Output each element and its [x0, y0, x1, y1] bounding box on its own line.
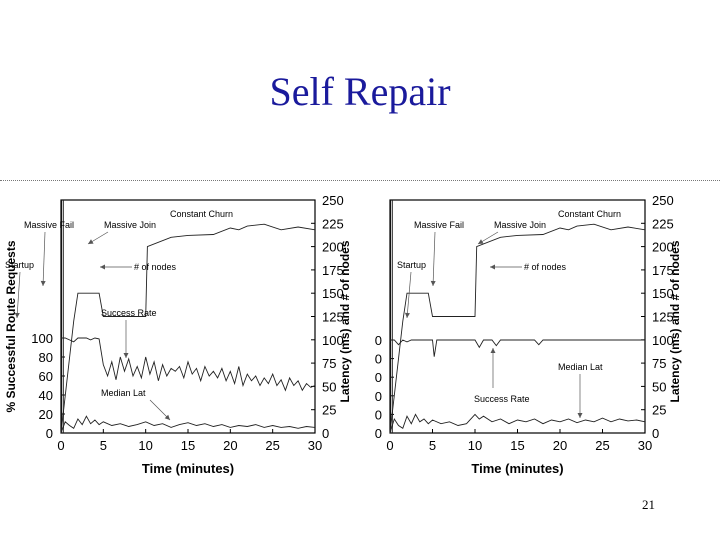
right-axis-label: Latency (ms) and # of nodes — [338, 240, 352, 402]
left-tick-label: 20 — [39, 407, 53, 422]
annotation-of-nodes: # of nodes — [134, 262, 177, 272]
left-tick-label: 40 — [39, 388, 53, 403]
right-tick-label: 50 — [322, 379, 336, 394]
right-tick-label: 225 — [652, 216, 674, 231]
x-tick-label: 0 — [386, 438, 393, 453]
right-tick-label: 25 — [652, 403, 666, 418]
annotation-success-rate-arrowhead — [490, 348, 496, 353]
right-tick-label: 175 — [652, 263, 674, 278]
right-tick-label: 200 — [322, 240, 344, 255]
annotation-startup: Startup — [397, 260, 426, 270]
x-tick-label: 25 — [265, 438, 279, 453]
x-axis-label: Time (minutes) — [142, 461, 234, 476]
of-nodes-series-line — [389, 223, 646, 434]
of-nodes-series-line — [60, 223, 316, 434]
x-tick-label: 15 — [181, 438, 195, 453]
median-lat-series-line — [60, 415, 316, 434]
slide-title: Self Repair — [269, 69, 451, 114]
annotation-massive-fail-arrow — [432, 231, 436, 287]
annotation-massive-join-arrowhead — [478, 239, 484, 244]
left-chart: 0 5 10 15 20 25 300255075100125150175200225250… — [4, 193, 352, 476]
right-tick-label: 150 — [322, 286, 344, 301]
x-tick-label: 10 — [468, 438, 482, 453]
annotation-startup: Startup — [5, 260, 34, 270]
right-chart: 0 5 10 15 20 25 300255075100125150175200225250… — [375, 193, 682, 476]
annotation-startup-arrowhead — [404, 312, 410, 318]
x-tick-label: 30 — [638, 438, 652, 453]
x-axis-label: Time (minutes) — [471, 461, 563, 476]
right-tick-label: 75 — [322, 356, 336, 371]
annotation-massive-join-arrowhead — [88, 239, 94, 244]
x-tick-label: 25 — [595, 438, 609, 453]
x-tick-label: 5 — [100, 438, 107, 453]
right-tick-label: 100 — [322, 333, 344, 348]
annotation-massive-fail-arrow — [42, 231, 46, 287]
title-divider — [0, 180, 720, 181]
page-number: 21 — [642, 497, 655, 512]
left-tick-label: 80 — [39, 350, 53, 365]
right-tick-label: 250 — [652, 193, 674, 208]
right-tick-label: 250 — [322, 193, 344, 208]
right-tick-label: 125 — [322, 310, 344, 325]
left-tick-label: 0 — [375, 407, 382, 422]
right-tick-label: 75 — [652, 356, 666, 371]
right-tick-label: 100 — [652, 333, 674, 348]
annotation-massive-join: Massive Join — [104, 220, 156, 230]
right-tick-label: 0 — [652, 426, 659, 441]
annotation-success-rate: Success Rate — [474, 394, 530, 404]
x-tick-label: 20 — [553, 438, 567, 453]
x-tick-label: 10 — [138, 438, 152, 453]
annotation-median-lat-arrowhead — [577, 413, 583, 418]
right-tick-label: 125 — [652, 310, 674, 325]
x-tick-label: 30 — [308, 438, 322, 453]
annotation-of-nodes: # of nodes — [524, 262, 567, 272]
right-axis-label: Latency (ms) and # of nodes — [668, 240, 682, 402]
annotation-massive-fail: Massive Fail — [24, 220, 74, 230]
annotation-massive-fail-arrowhead — [430, 280, 436, 286]
left-axis-label: % Successful Route Requests — [4, 240, 18, 412]
annotation-median-lat: Median Lat — [558, 362, 603, 372]
annotation-massive-fail: Massive Fail — [414, 220, 464, 230]
left-tick-label: 0 — [46, 426, 53, 441]
median-lat-series-line — [389, 413, 646, 434]
right-tick-label: 0 — [322, 426, 329, 441]
success-rate-series-line — [390, 339, 645, 357]
annotation-startup-arrow — [406, 271, 412, 319]
left-tick-label: 0 — [375, 333, 382, 348]
x-tick-label: 20 — [223, 438, 237, 453]
annotation-success-rate: Success Rate — [101, 308, 157, 318]
left-tick-label: 60 — [39, 369, 53, 384]
x-tick-label: 5 — [429, 438, 436, 453]
annotation-of-nodes-arrowhead — [100, 264, 105, 270]
right-tick-label: 225 — [322, 216, 344, 231]
left-tick-label: 0 — [375, 352, 382, 367]
right-tick-label: 175 — [322, 263, 344, 278]
left-tick-label: 0 — [375, 389, 382, 404]
annotation-success-rate-arrowhead — [123, 353, 129, 358]
right-tick-label: 50 — [652, 379, 666, 394]
right-tick-label: 200 — [652, 240, 674, 255]
annotation-massive-fail-arrowhead — [40, 280, 46, 286]
right-tick-label: 150 — [652, 286, 674, 301]
annotation-constant-churn: Constant Churn — [170, 209, 233, 219]
x-tick-label: 15 — [510, 438, 524, 453]
right-tick-label: 25 — [322, 403, 336, 418]
annotation-startup-arrowhead — [14, 312, 20, 318]
annotation-startup-arrow — [16, 271, 21, 319]
annotation-massive-join: Massive Join — [494, 220, 546, 230]
left-tick-label: 0 — [375, 370, 382, 385]
x-tick-label: 0 — [57, 438, 64, 453]
annotation-median-lat: Median Lat — [101, 388, 146, 398]
annotation-constant-churn: Constant Churn — [558, 209, 621, 219]
success-rate-series-line — [61, 337, 316, 392]
annotation-of-nodes-arrowhead — [490, 264, 495, 270]
left-tick-label: 100 — [31, 331, 53, 346]
left-tick-label: 0 — [375, 426, 382, 441]
